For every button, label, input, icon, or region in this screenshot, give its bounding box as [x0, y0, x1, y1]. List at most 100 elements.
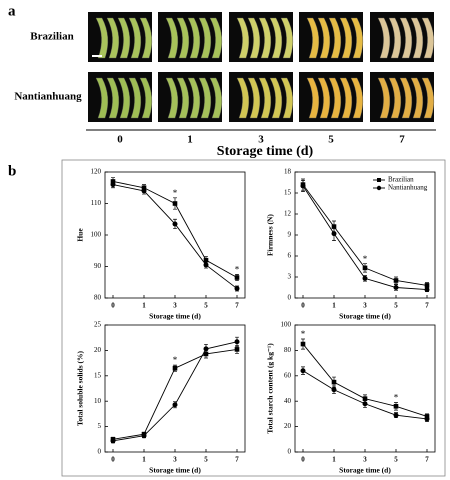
y-tick-label: 20: [284, 422, 292, 430]
marker: [234, 275, 240, 280]
significance-label: *: [301, 329, 306, 339]
legend-label: Nantianhuang: [388, 184, 428, 192]
marker: [331, 379, 337, 385]
day-label: 0: [117, 134, 123, 146]
marker: [362, 396, 368, 401]
banana: [139, 77, 153, 119]
banana: [339, 77, 353, 119]
y-tick-label: 0: [98, 448, 102, 456]
marker: [362, 401, 368, 407]
y-tick-label: 25: [94, 321, 102, 329]
y-tick-label: 100: [281, 321, 292, 329]
x-tick-label: 7: [235, 456, 239, 464]
banana: [350, 77, 364, 119]
banana: [247, 77, 261, 119]
banana: [165, 17, 179, 59]
x-tick-label: 3: [363, 456, 367, 464]
x-axis-title: Storage time (d): [217, 144, 314, 159]
x-axis-title: Storage time (d): [339, 466, 391, 475]
marker: [234, 286, 240, 292]
marker: [393, 285, 399, 290]
marker: [172, 402, 178, 408]
marker: [203, 346, 209, 352]
scale-bar: [92, 55, 102, 57]
banana: [269, 17, 283, 59]
banana: [388, 77, 402, 119]
x-tick-label: 3: [173, 302, 177, 310]
x-tick-label: 3: [363, 302, 367, 310]
y-tick-label: 100: [91, 231, 102, 239]
x-tick-label: 7: [425, 456, 429, 464]
marker: [393, 412, 399, 418]
marker: [424, 416, 430, 422]
day-label: 3: [258, 134, 264, 146]
banana: [117, 17, 131, 59]
marker: [424, 287, 430, 293]
y-tick-label: 15: [284, 189, 292, 197]
banana: [95, 17, 109, 59]
marker: [393, 403, 399, 409]
banana: [176, 17, 190, 59]
banana: [399, 77, 413, 119]
legend-label: Brazilian: [388, 176, 414, 184]
x-tick-label: 5: [204, 302, 208, 310]
banana: [258, 77, 272, 119]
x-axis-title: Storage time (d): [339, 312, 391, 321]
x-tick-label: 7: [235, 302, 239, 310]
plot-frame: [104, 324, 246, 453]
banana: [269, 77, 283, 119]
marker: [234, 339, 240, 345]
y-tick-label: 60: [284, 371, 292, 379]
x-tick-label: 0: [111, 456, 115, 464]
banana: [187, 77, 201, 119]
marker: [110, 182, 116, 188]
y-tick-label: 12: [284, 210, 292, 218]
banana: [209, 17, 223, 59]
marker: [172, 201, 178, 206]
day-label: 5: [328, 134, 334, 146]
series-line: [302, 185, 428, 291]
x-axis-title: Storage time (d): [149, 466, 201, 475]
panel-label: a: [8, 3, 16, 19]
x-tick-label: 1: [332, 456, 336, 464]
banana: [328, 17, 342, 59]
y-tick-label: 80: [94, 294, 102, 302]
y-axis-title: Total soluble solids (%): [76, 351, 85, 426]
y-tick-label: 120: [91, 168, 102, 176]
banana: [209, 77, 223, 119]
marker: [331, 231, 337, 237]
x-tick-label: 0: [301, 302, 305, 310]
x-tick-label: 5: [394, 302, 398, 310]
banana: [247, 17, 261, 59]
y-tick-label: 6: [288, 252, 292, 260]
marker: [331, 387, 337, 393]
y-tick-label: 10: [94, 397, 102, 405]
marker: [300, 341, 306, 347]
banana: [350, 17, 364, 59]
x-tick-label: 1: [142, 456, 146, 464]
banana: [95, 77, 109, 119]
banana: [388, 17, 402, 59]
banana: [317, 17, 331, 59]
marker: [362, 275, 368, 281]
significance-label: *: [363, 254, 368, 264]
marker: [141, 188, 147, 194]
x-tick-label: 5: [204, 456, 208, 464]
x-tick-label: 5: [394, 456, 398, 464]
y-tick-label: 110: [91, 199, 102, 207]
x-axis-title: Storage time (d): [149, 312, 201, 321]
banana: [306, 17, 320, 59]
marker: [234, 347, 240, 352]
marker: [141, 433, 147, 439]
row-label: Nantianhuang: [14, 91, 82, 103]
y-tick-label: 20: [94, 346, 102, 354]
banana: [117, 77, 131, 119]
banana: [139, 17, 153, 59]
panel-label: b: [8, 163, 16, 179]
banana: [106, 77, 120, 119]
significance-label: *: [173, 188, 178, 198]
x-tick-label: 7: [425, 302, 429, 310]
significance-label: *: [173, 355, 178, 365]
x-tick-label: 1: [332, 302, 336, 310]
